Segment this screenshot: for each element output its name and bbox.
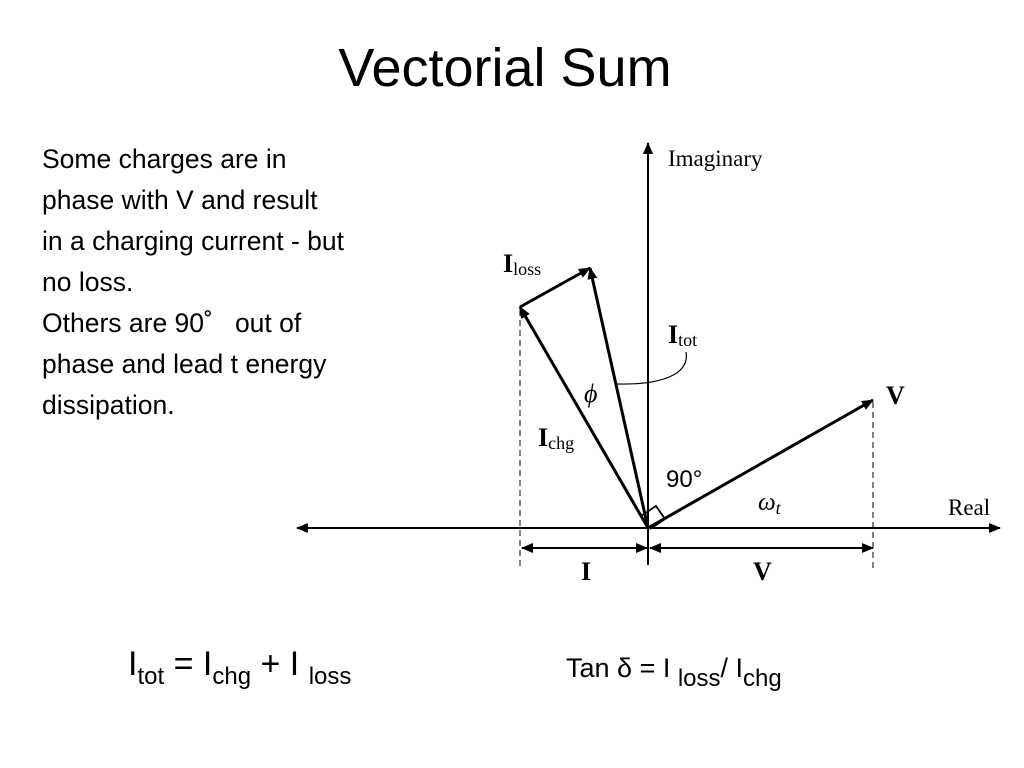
v-vector — [647, 398, 874, 530]
equation-sub: tot — [137, 663, 164, 690]
diagram-labels: Imaginary Real Iloss Itot Ichg ϕ 90° V ω… — [503, 146, 990, 586]
angle-label: ϕ — [584, 379, 597, 408]
span-label: V — [753, 557, 772, 586]
vector-label: Ichg — [538, 423, 574, 453]
label-sub: chg — [548, 433, 574, 453]
i-loss-vector — [519, 266, 591, 309]
phasor-diagram — [296, 142, 1001, 568]
label-main: I — [668, 320, 678, 349]
span-label: I — [581, 557, 591, 586]
equation: Tan δ = I loss/ Ichg — [566, 653, 782, 692]
vector-label: Iloss — [503, 249, 541, 279]
axis-label: Real — [948, 495, 990, 520]
equation-main: Tan δ = I — [566, 653, 678, 683]
text-line: Others are 90˚ out of — [42, 308, 302, 338]
equation-sub: loss — [678, 665, 721, 692]
body-text: Some charges are in phase with V and resu… — [42, 144, 345, 420]
axis-label: Imaginary — [668, 146, 763, 171]
text-line: Some charges are in — [42, 144, 287, 174]
title: Vectorial Sum — [338, 38, 671, 98]
i-chg-vector — [518, 306, 650, 529]
equation-main: I — [128, 645, 137, 683]
vector-label: Itot — [668, 320, 697, 350]
label-sub: loss — [513, 259, 541, 279]
label-main: I — [503, 249, 513, 278]
label-sub: t — [776, 498, 782, 518]
label-main: ω — [758, 489, 776, 516]
angle-label: ωt — [758, 489, 782, 518]
text-line: in a charging current - but — [42, 226, 345, 256]
right-angle-box — [640, 504, 667, 530]
equation: Itot = Ichg + I loss — [128, 645, 351, 690]
text-line: phase with V and result — [42, 185, 318, 215]
label-sub: tot — [678, 330, 697, 350]
text-line: no loss. — [42, 267, 133, 297]
text-line: dissipation. — [42, 390, 175, 420]
i-tot-vector — [587, 267, 650, 529]
equation-main: / I — [721, 653, 744, 683]
equation-sub: chg — [212, 663, 251, 690]
equation-sub: loss — [309, 663, 352, 690]
equation-main: + I — [251, 645, 309, 683]
equation-sub: chg — [743, 665, 782, 692]
vector-label: V — [886, 381, 905, 410]
text-line: phase and lead t energy — [42, 349, 327, 379]
label-main: I — [538, 423, 548, 452]
equation-main: = I — [164, 645, 212, 683]
angle-label: 90° — [666, 466, 702, 493]
callout — [616, 351, 687, 385]
